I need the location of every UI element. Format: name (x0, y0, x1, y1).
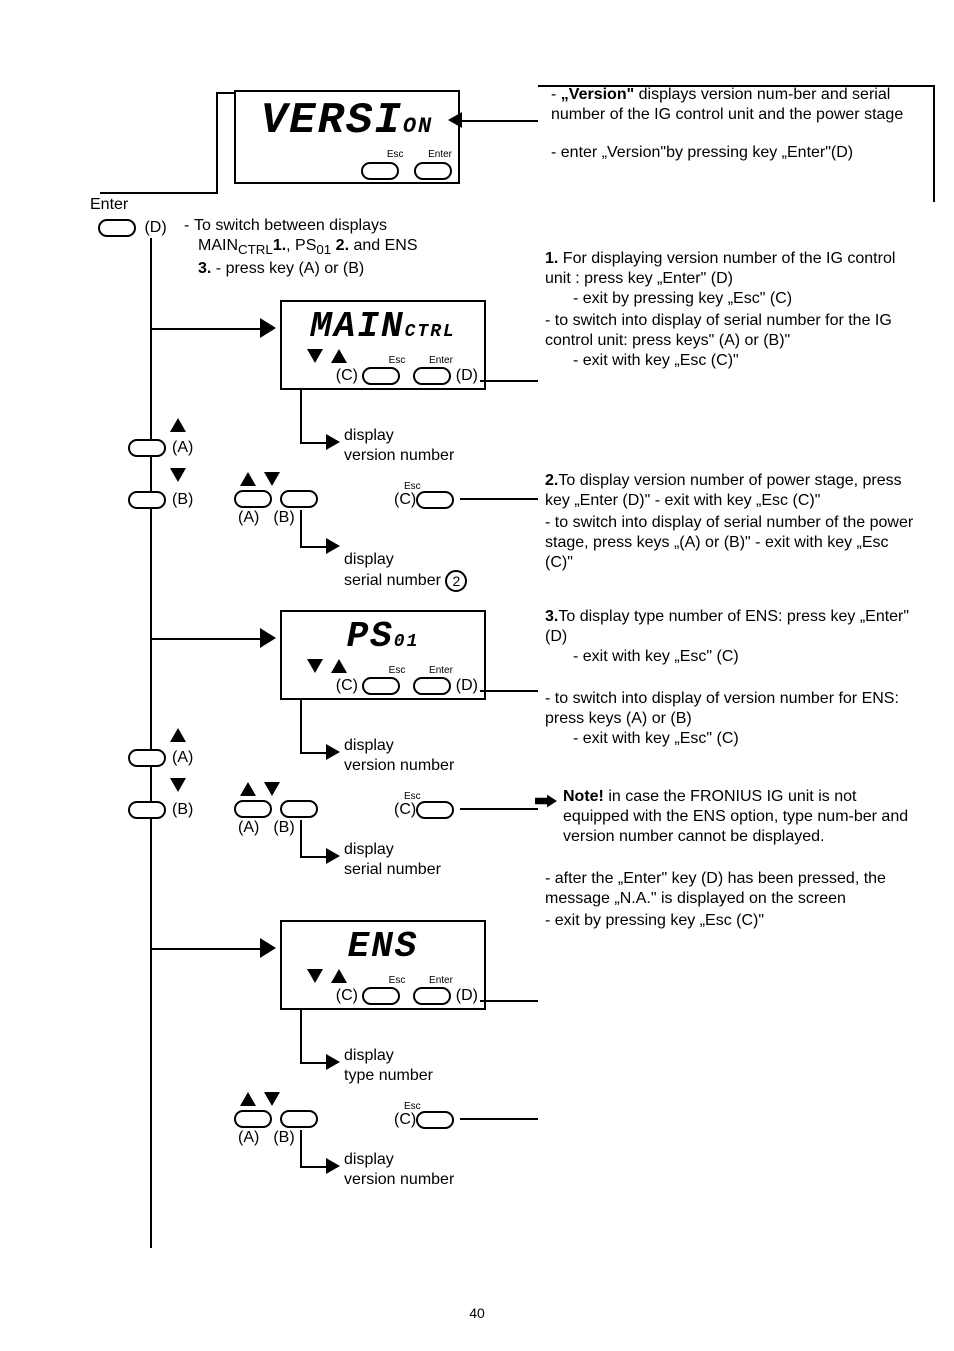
ps-disp-version: display version number (344, 736, 454, 776)
main-enter-btn[interactable] (413, 367, 451, 385)
outer-b-2[interactable] (128, 801, 166, 819)
b-btn-1[interactable] (280, 490, 318, 508)
sec1: 1. For displaying version number of the … (545, 249, 915, 309)
ens-esc-btn[interactable] (362, 987, 400, 1005)
ens-enter-btn[interactable] (413, 987, 451, 1005)
main-esc-btn[interactable] (362, 367, 400, 385)
a-btn-1[interactable] (234, 490, 272, 508)
version-panel: VERSION Esc Enter (234, 90, 460, 184)
a-btn-3[interactable] (234, 1110, 272, 1128)
circled-2: 2 (445, 570, 467, 592)
sec1b: - to switch into display of serial numbe… (545, 311, 915, 371)
sec5a: - after the „Enter" key (D) has been pre… (545, 869, 915, 909)
sec5b: - exit by pressing key „Esc (C)" (545, 911, 915, 931)
ps-disp-serial: display serial number (344, 840, 441, 880)
esc-c-3[interactable] (416, 1111, 454, 1129)
esc-c-2[interactable] (416, 801, 454, 819)
outer-b-1[interactable] (128, 491, 166, 509)
b-btn-2[interactable] (280, 800, 318, 818)
note-block: Note! in case the FRONIUS IG unit is not… (563, 787, 915, 847)
d-label-1: (D) (144, 219, 166, 236)
main-disp-serial: display serial number 2 (344, 530, 467, 592)
ps-panel: PS01 Esc Enter (C) (D) (280, 610, 486, 700)
sec3: 3.To display type number of ENS: press k… (545, 607, 915, 667)
enter-label: Enter (90, 195, 128, 215)
ens-disp-type: display type number (344, 1046, 433, 1086)
b-btn-3[interactable] (280, 1110, 318, 1128)
ps-enter-btn[interactable] (413, 677, 451, 695)
ens-disp-version: display version number (344, 1150, 454, 1190)
main-panel: MAINCTRL Esc Enter (C) (D) (280, 300, 486, 390)
switch-text: -To switch between displays MAINCTRL1., … (184, 216, 484, 279)
outer-a-1[interactable] (128, 439, 166, 457)
ens-panel: ENS Esc Enter (C) (D) (280, 920, 486, 1010)
sec3b: - to switch into display of version numb… (545, 669, 915, 769)
intro-enter: - enter „Version"by pressing key „Enter"… (551, 143, 915, 163)
esc-c-1[interactable] (416, 491, 454, 509)
esc-button[interactable] (361, 162, 399, 180)
ps-esc-btn[interactable] (362, 677, 400, 695)
page-number: 40 (0, 1305, 954, 1321)
outer-a-2[interactable] (128, 749, 166, 767)
enter-oval[interactable] (98, 219, 136, 237)
main-disp-version: display version number (344, 426, 454, 466)
a-btn-2[interactable] (234, 800, 272, 818)
hand-icon (535, 793, 557, 809)
intro-version: - „Version" displays version num-ber and… (551, 85, 915, 125)
sec2: 2.To display version number of power sta… (545, 471, 915, 511)
sec2b: - to switch into display of serial numbe… (545, 513, 915, 573)
enter-button[interactable] (414, 162, 452, 180)
